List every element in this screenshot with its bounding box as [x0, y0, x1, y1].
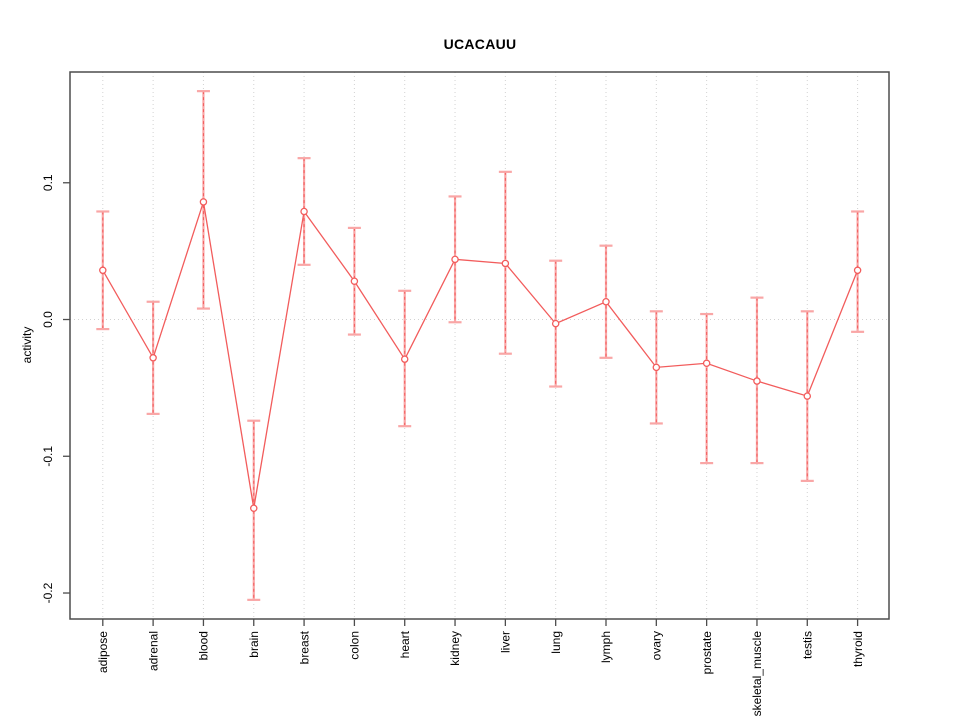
data-point [451, 255, 459, 264]
x-tick-label: prostate [700, 631, 714, 675]
x-tick-label: adipose [96, 631, 110, 673]
data-point [753, 377, 761, 385]
y-tick-label: 0.0 [41, 311, 55, 328]
x-tick-label: testis [800, 631, 814, 659]
x-tick-label: thyroid [851, 631, 865, 667]
data-point [702, 359, 711, 368]
chart-title: UCACAUU [443, 36, 517, 52]
data-point [551, 319, 560, 328]
x-tick-label: colon [348, 631, 362, 660]
x-tick-label: lung [549, 631, 563, 654]
data-point [250, 504, 258, 512]
x-tick-label: heart [398, 630, 412, 658]
y-tick-label: 0.1 [41, 174, 55, 191]
x-tick-label: blood [197, 631, 211, 660]
x-tick-label: skeletal_muscle [750, 631, 764, 717]
x-tick-label: breast [297, 630, 311, 664]
data-point [99, 266, 107, 275]
x-tick-label: ovary [650, 631, 664, 660]
y-tick-label: -0.2 [41, 582, 55, 603]
data-point [803, 392, 812, 400]
data-point [853, 266, 862, 275]
x-tick-label: adrenal [146, 631, 160, 671]
x-tick-label: lymph [599, 631, 613, 663]
data-point [350, 277, 359, 285]
data-point [501, 259, 510, 268]
series-line [102, 201, 859, 509]
data-point [652, 363, 661, 372]
y-tick-label: -0.1 [41, 446, 55, 467]
x-tick-label: liver [499, 631, 513, 653]
data-point [300, 207, 308, 216]
x-tick-label: kidney [448, 631, 462, 666]
x-tick-label: brain [247, 631, 261, 658]
data-point [602, 297, 610, 306]
data-point [149, 354, 157, 362]
plot-border [69, 71, 890, 620]
data-point [400, 355, 409, 363]
data-point [199, 198, 208, 206]
